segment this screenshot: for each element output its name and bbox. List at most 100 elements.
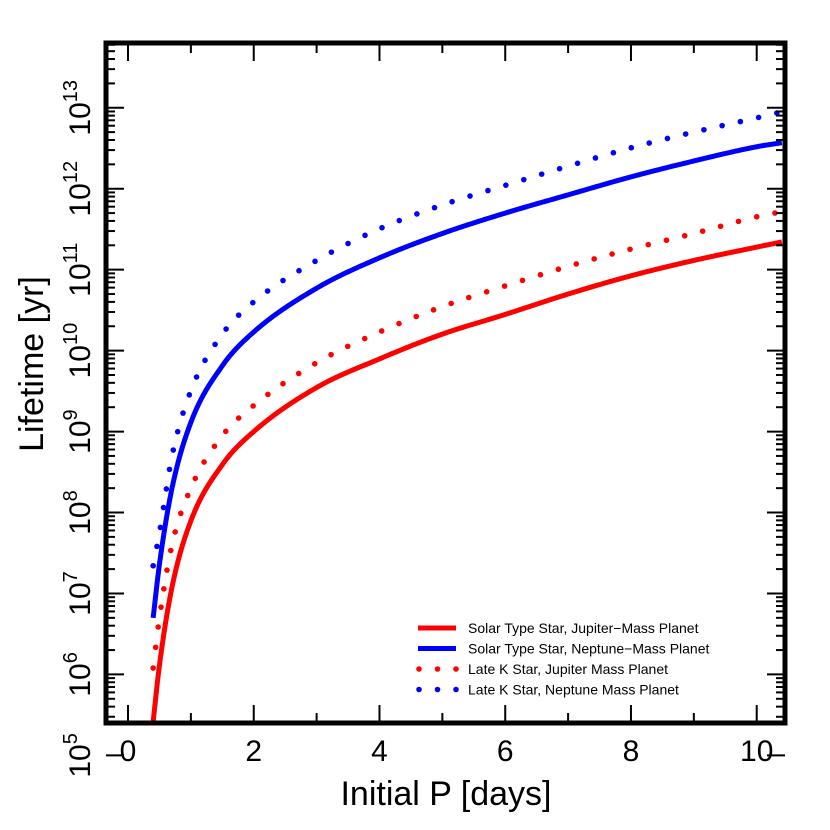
y-tick-base: 10 — [64, 582, 97, 615]
series-point — [520, 176, 527, 183]
series-point — [166, 466, 173, 473]
series-point — [167, 547, 174, 554]
x-tick-label: 8 — [623, 735, 640, 768]
legend-label: Late K Star, Jupiter Mass Planet — [468, 661, 668, 677]
series-point — [501, 283, 508, 289]
series-line-1 — [150, 140, 783, 619]
series-point — [158, 604, 164, 610]
series-point — [193, 374, 200, 380]
y-tick-label: 1012 — [60, 161, 97, 217]
y-tick-label: 107 — [60, 571, 97, 616]
series-point — [574, 160, 581, 167]
legend-entry: Solar Type Star, Jupiter−Mass Planet — [418, 620, 699, 636]
series-point — [645, 241, 652, 248]
series-point — [737, 118, 744, 125]
y-tick-exponent: 5 — [60, 733, 82, 744]
series-point — [160, 504, 167, 511]
series-point — [172, 529, 178, 535]
series-point — [152, 644, 159, 651]
series-point — [157, 524, 164, 531]
x-axis-title: Initial P [days] — [340, 775, 551, 813]
series-point — [701, 126, 707, 133]
series-point — [212, 341, 218, 348]
y-tick-base: 10 — [64, 663, 97, 696]
legend-entry: Late K Star, Jupiter Mass Planet — [416, 661, 668, 677]
series-point — [164, 567, 170, 573]
series-point — [184, 492, 191, 499]
x-tick-label: 0 — [120, 735, 137, 768]
series-point — [609, 251, 615, 257]
y-tick-exponent: 10 — [60, 323, 82, 345]
series-point — [627, 246, 633, 253]
series-point — [328, 249, 335, 255]
series-point — [264, 288, 271, 294]
y-tick-exponent: 13 — [60, 80, 82, 102]
series-point — [556, 165, 563, 172]
series-point — [250, 299, 256, 306]
series-point — [628, 144, 635, 151]
legend-swatch-dot — [434, 686, 441, 693]
series-point — [485, 187, 491, 194]
series-point — [413, 313, 420, 320]
series-point — [222, 428, 229, 435]
series-point — [150, 562, 156, 569]
legend-entry: Late K Star, Neptune Mass Planet — [416, 682, 679, 698]
series-point — [174, 428, 181, 435]
y-tick-exponent: 7 — [60, 571, 82, 582]
series-point — [610, 149, 617, 156]
series-point — [772, 210, 778, 216]
series-point — [430, 307, 437, 313]
series-point — [538, 171, 545, 177]
series-point — [161, 586, 167, 592]
series-point — [719, 122, 725, 129]
legend-swatch-dot — [416, 686, 422, 693]
series-point — [431, 204, 438, 211]
series-point — [295, 370, 302, 377]
legend-label: Solar Type Star, Neptune−Mass Planet — [468, 641, 709, 657]
legend-label: Late K Star, Neptune Mass Planet — [468, 682, 679, 698]
series-point — [170, 447, 177, 453]
series-curves — [150, 110, 783, 723]
series-point — [296, 267, 302, 274]
series-point — [178, 510, 184, 517]
y-axis-title: Lifetime [yr] — [13, 276, 51, 452]
series-point — [465, 294, 472, 301]
series-dots-3 — [150, 110, 780, 569]
series-point — [328, 351, 334, 358]
series-point — [396, 320, 402, 327]
y-tick-base: 10 — [64, 420, 97, 453]
legend: Solar Type Star, Jupiter−Mass Planet Sola… — [416, 620, 709, 698]
series-dots-2 — [150, 210, 778, 671]
x-tick-label: 4 — [371, 735, 388, 768]
series-point — [345, 240, 351, 247]
y-tick-label: 1013 — [60, 80, 97, 136]
series-line-0 — [150, 239, 783, 723]
x-tick-label: 6 — [497, 735, 514, 768]
series-point — [362, 232, 368, 239]
series-point — [312, 258, 318, 265]
y-tick-base: 10 — [64, 345, 97, 378]
x-tick-label: 2 — [245, 735, 262, 768]
series-point — [448, 300, 454, 307]
y-tick-base: 10 — [64, 183, 97, 216]
legend-swatch-dot — [453, 686, 459, 693]
series-point — [280, 380, 286, 387]
series-point — [414, 211, 420, 217]
x-tick-label: 10 — [740, 735, 773, 768]
series-point — [154, 543, 160, 550]
series-point — [163, 486, 170, 492]
series-point — [449, 198, 455, 205]
series-point — [664, 135, 671, 142]
legend-swatch-dot — [453, 666, 459, 672]
series-point — [211, 443, 218, 450]
series-point — [592, 155, 599, 161]
y-tick-label: 1011 — [60, 243, 97, 297]
series-point — [555, 266, 562, 273]
y-tick-label: 105 — [60, 733, 97, 778]
x-tick-labels: 0 2 4 6 8 10 — [120, 735, 774, 768]
series-point — [573, 261, 580, 267]
series-point — [280, 277, 286, 284]
y-tick-base: 10 — [64, 501, 97, 534]
